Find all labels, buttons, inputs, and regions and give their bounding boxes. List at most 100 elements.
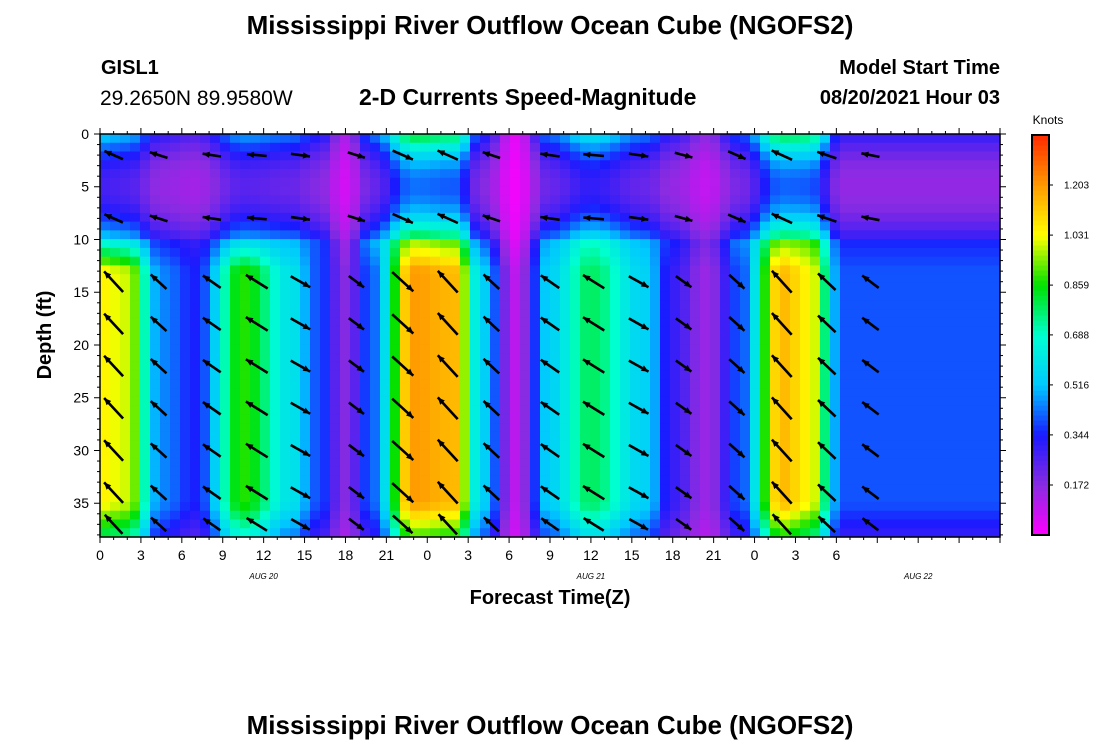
- heatmap-cell: [820, 177, 831, 188]
- heatmap-cell: [750, 370, 761, 380]
- heatmap-cell: [720, 309, 731, 319]
- heatmap-cell: [910, 300, 921, 310]
- heatmap-cell: [190, 388, 201, 398]
- heatmap-cell: [450, 493, 461, 503]
- heatmap-cell: [620, 212, 631, 223]
- heatmap-cell: [920, 291, 931, 302]
- heatmap-cell: [530, 396, 541, 407]
- heatmap-cell: [480, 151, 491, 161]
- heatmap-cell: [510, 501, 521, 512]
- heatmap-cell: [370, 449, 381, 459]
- heatmap-cell: [320, 423, 331, 433]
- heatmap-cell: [500, 204, 511, 214]
- heatmap-cell: [740, 405, 751, 415]
- heatmap-cell: [440, 449, 451, 459]
- heatmap-cell: [670, 177, 681, 188]
- heatmap-cell: [870, 423, 881, 433]
- heatmap-cell: [750, 519, 761, 529]
- heatmap-cell: [550, 335, 561, 345]
- heatmap-cell: [310, 256, 321, 267]
- heatmap-cell: [250, 440, 261, 450]
- heatmap-cell: [970, 361, 981, 372]
- heatmap-cell: [700, 300, 711, 310]
- heatmap-cell: [760, 256, 771, 267]
- heatmap-cell: [210, 501, 221, 512]
- heatmap-cell: [500, 142, 511, 153]
- heatmap-cell: [360, 134, 371, 144]
- x-tick-label: 18: [665, 547, 681, 563]
- heatmap-cell: [750, 230, 761, 240]
- heatmap-cell: [610, 169, 621, 179]
- heatmap-cell: [260, 212, 271, 223]
- heatmap-cell: [560, 335, 571, 345]
- heatmap-cell: [250, 247, 261, 258]
- heatmap-cell: [840, 326, 851, 337]
- heatmap-cell: [800, 300, 811, 310]
- heatmap-cell: [610, 423, 621, 433]
- heatmap-cell: [630, 309, 641, 319]
- heatmap-cell: [510, 335, 521, 345]
- heatmap-cell: [790, 423, 801, 433]
- heatmap-cell: [720, 186, 731, 196]
- heatmap-cell: [400, 212, 411, 223]
- heatmap-cell: [200, 475, 211, 486]
- heatmap-cell: [320, 370, 331, 380]
- heatmap-cell: [460, 501, 471, 512]
- heatmap-cell: [240, 326, 251, 337]
- heatmap-cell: [410, 405, 421, 415]
- heatmap-cell: [750, 317, 761, 328]
- heatmap-cell: [530, 177, 541, 188]
- heatmap-cell: [840, 388, 851, 398]
- heatmap-cell: [800, 247, 811, 258]
- heatmap-cell: [400, 475, 411, 486]
- heatmap-cell: [760, 405, 771, 415]
- heatmap-cell: [580, 528, 591, 538]
- heatmap-cell: [570, 326, 581, 337]
- heatmap-cell: [260, 309, 271, 319]
- heatmap-cell: [490, 247, 501, 258]
- heatmap-cell: [980, 484, 991, 494]
- heatmap-cell: [570, 142, 581, 153]
- heatmap-cell: [310, 440, 321, 450]
- heatmap-cell: [830, 221, 841, 231]
- heatmap-cell: [830, 431, 841, 442]
- heatmap-cell: [780, 134, 791, 144]
- heatmap-cell: [970, 221, 981, 231]
- colorbar-segment: [1032, 180, 1049, 186]
- heatmap-cell: [450, 510, 461, 521]
- heatmap-cell: [810, 361, 821, 372]
- heatmap-cell: [420, 440, 431, 450]
- heatmap-cell: [880, 282, 891, 293]
- heatmap-cell: [200, 431, 211, 442]
- heatmap-cell: [990, 160, 1001, 170]
- heatmap-cell: [650, 353, 661, 363]
- heatmap-cell: [160, 317, 171, 328]
- heatmap-cell: [360, 379, 371, 389]
- heatmap-cell: [350, 431, 361, 442]
- heatmap-cell: [810, 274, 821, 284]
- heatmap-cell: [810, 221, 821, 231]
- heatmap-cell: [300, 353, 311, 363]
- heatmap-cell: [980, 274, 991, 284]
- heatmap-cell: [320, 326, 331, 337]
- heatmap-cell: [270, 431, 281, 442]
- heatmap-cell: [140, 326, 151, 337]
- heatmap-cell: [150, 370, 161, 380]
- heatmap-cell: [110, 396, 121, 407]
- heatmap-cell: [980, 493, 991, 503]
- heatmap-cell: [370, 519, 381, 529]
- heatmap-cell: [870, 230, 881, 240]
- heatmap-cell: [440, 475, 451, 486]
- heatmap-cell: [860, 177, 871, 188]
- heatmap-cell: [440, 431, 451, 442]
- heatmap-cell: [730, 309, 741, 319]
- heatmap-cell: [380, 326, 391, 337]
- heatmap-cell: [500, 221, 511, 231]
- heatmap-cell: [820, 501, 831, 512]
- heatmap-cell: [700, 475, 711, 486]
- heatmap-cell: [400, 177, 411, 188]
- heatmap-cell: [120, 344, 131, 354]
- heatmap-cell: [480, 221, 491, 231]
- heatmap-cell: [950, 204, 961, 214]
- heatmap-cell: [610, 177, 621, 188]
